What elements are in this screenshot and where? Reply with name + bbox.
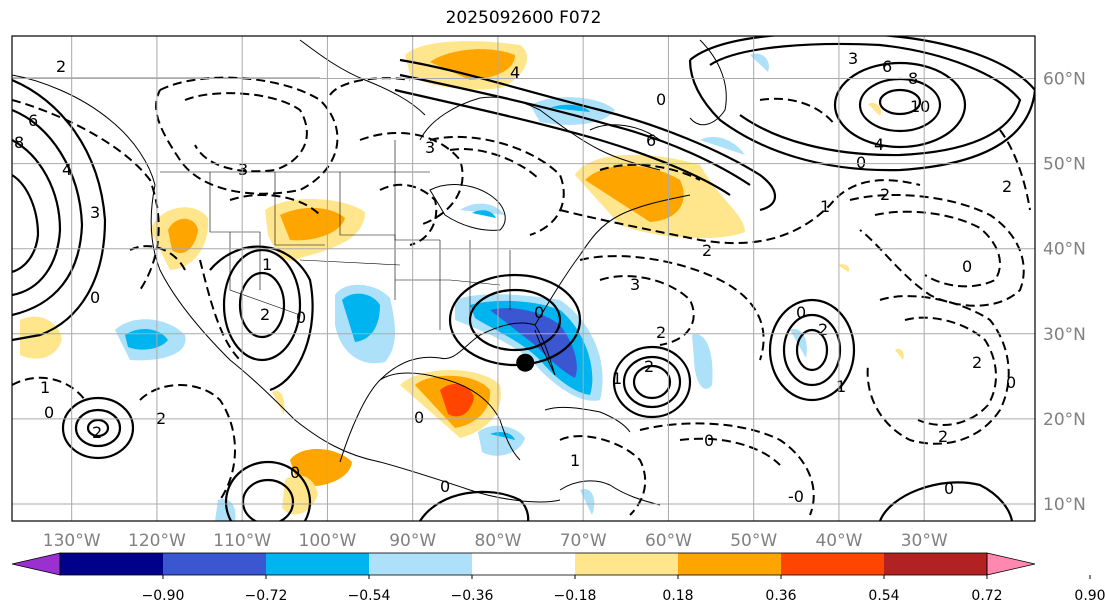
colorbar-label: 0.72: [971, 588, 1002, 604]
contour-label: 4: [874, 135, 884, 154]
longitude-tick-label: 130°W: [43, 531, 101, 551]
contour-label: 1: [612, 369, 622, 388]
latitude-tick-label: 40°N: [1043, 240, 1086, 260]
latitude-tick-label: 30°N: [1043, 325, 1086, 345]
colorbar-segment: [163, 553, 266, 575]
longitude-tick-label: 110°W: [213, 531, 271, 551]
colorbar-extend-high: [986, 552, 1036, 576]
longitude-tick-label: 100°W: [299, 531, 357, 551]
colorbar-segment: [678, 553, 781, 575]
contour-label: 0: [962, 257, 972, 276]
colorbar-label: 0.90: [1074, 588, 1105, 604]
contour-label: 0: [414, 408, 424, 427]
longitude-tick-label: 80°W: [474, 531, 521, 551]
colorbar-label: 0.36: [765, 588, 796, 604]
contour-label: 2: [1002, 177, 1012, 196]
colorbar-label: −0.72: [245, 588, 288, 604]
colorbar-label: −0.90: [142, 588, 185, 604]
map-title: 2025092600 F072: [445, 8, 602, 28]
dashed-contours: [12, 76, 1031, 516]
longitude-tick-label: 30°W: [901, 531, 948, 551]
shaded-anomalies: [20, 41, 904, 521]
colorbar-segment: [884, 553, 987, 575]
latitude-tick-label: 20°N: [1043, 410, 1086, 430]
colorbar-label: −0.54: [348, 588, 391, 604]
longitude-tick-label: 40°W: [815, 531, 862, 551]
contour-label: 0: [534, 303, 544, 322]
colorbar-segment: [266, 553, 369, 575]
contour-label: 6: [882, 57, 892, 76]
contour-label: 0: [1006, 373, 1016, 392]
contour-label: 3: [630, 275, 640, 294]
contour-label: 2: [644, 357, 654, 376]
contour-label: 8: [14, 133, 24, 152]
storm-center-marker: [516, 353, 535, 372]
contour-label: 1: [820, 197, 830, 216]
coastlines: [12, 39, 727, 506]
colorbar-segment: [781, 553, 884, 575]
contour-label: -0: [788, 487, 804, 506]
longitude-tick-label: 120°W: [128, 531, 186, 551]
latitude-tick-label: 60°N: [1043, 70, 1086, 90]
contour-label: 1: [40, 378, 50, 397]
contour-label: 1: [570, 451, 580, 470]
state-borders: [12, 77, 511, 330]
contour-label: 3: [238, 160, 248, 179]
colorbar-label: 0.54: [868, 588, 899, 604]
contour-label: 0: [44, 403, 54, 422]
contour-label: 4: [62, 160, 72, 179]
colorbar-segment: [472, 553, 575, 575]
contour-label: 2: [972, 353, 982, 372]
contour-label: 0: [944, 479, 954, 498]
longitude-tick-label: 90°W: [389, 531, 436, 551]
latitude-tick-label: 50°N: [1043, 155, 1086, 175]
longitude-tick-label: 60°W: [645, 531, 692, 551]
contour-label: 0: [296, 308, 306, 327]
contour-label: 0: [440, 477, 450, 496]
contour-label: 2: [818, 320, 828, 339]
contour-label: 6: [646, 131, 656, 150]
map-frame: [11, 35, 1036, 522]
contour-label: 6: [28, 111, 38, 130]
contour-label: 2: [702, 241, 712, 260]
contour-label: 3: [848, 49, 858, 68]
contour-label: 0: [704, 431, 714, 450]
colorbar-frame: [59, 552, 988, 576]
colorbar-segment: [60, 553, 163, 575]
latitude-tick-label: 10°N: [1043, 495, 1086, 515]
contour-label: 2: [260, 305, 270, 324]
gridlines: [12, 36, 1035, 521]
contour-label: 2: [938, 427, 948, 446]
contour-label: 1: [836, 377, 846, 396]
contour-label: 1: [262, 255, 272, 274]
colorbar-segment: [369, 553, 472, 575]
contour-label: 10: [910, 97, 930, 116]
contour-label: 2: [880, 185, 890, 204]
contour-label: 3: [425, 138, 435, 157]
longitude-tick-label: 50°W: [730, 531, 777, 551]
contour-label: 2: [92, 423, 102, 442]
colorbar-extend-low: [11, 552, 61, 576]
colorbar-label: −0.36: [451, 588, 494, 604]
colorbar-label: −0.18: [554, 588, 597, 604]
contour-label: 2: [656, 323, 666, 342]
contour-label: 0: [796, 303, 806, 322]
contour-label: 2: [56, 57, 66, 76]
contour-label: 0: [290, 463, 300, 482]
contour-label: 4: [510, 63, 520, 82]
latitude-labels: 60°N 50°N 40°N 30°N 20°N 10°N: [1043, 70, 1086, 515]
colorbar-segment: [575, 553, 678, 575]
contour-labels: 2 6 8 4 3 3 3 3 0 4 6 6 8 10 4 0 3 2 2 2…: [14, 49, 1016, 506]
contour-label: 0: [856, 153, 866, 172]
longitude-labels: 130°W 120°W 110°W 100°W 90°W 80°W 70°W 60°W 50°W…: [43, 531, 948, 551]
contour-label: 0: [90, 288, 100, 307]
contour-label: 0: [656, 90, 666, 109]
longitude-tick-label: 70°W: [560, 531, 607, 551]
colorbar-label: 0.18: [662, 588, 693, 604]
contour-label: 3: [90, 203, 100, 222]
